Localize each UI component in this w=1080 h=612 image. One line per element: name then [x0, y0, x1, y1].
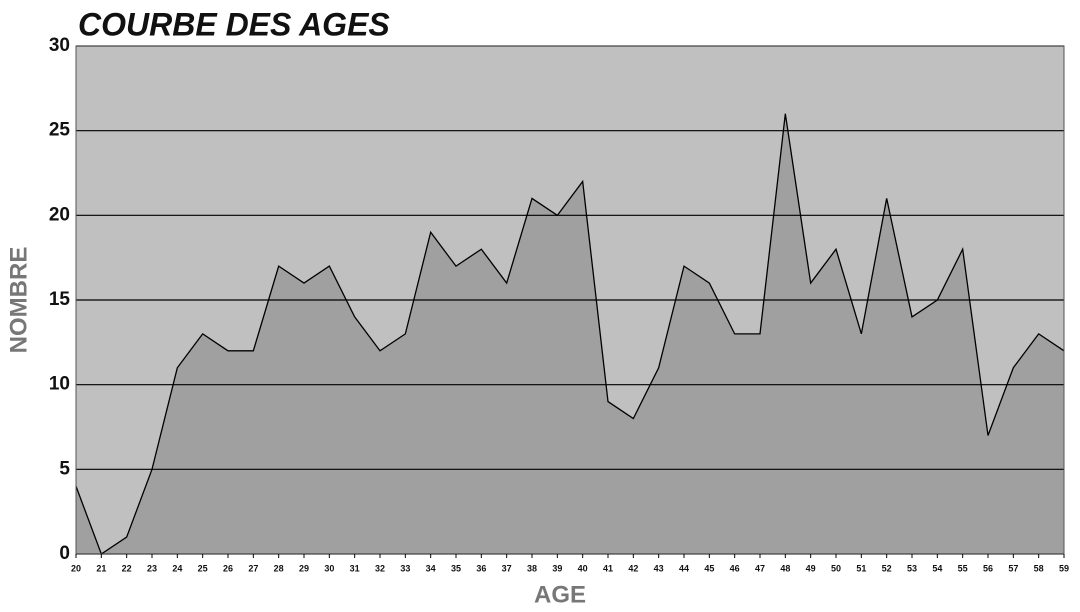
x-tick-label: 40 [578, 563, 588, 573]
x-tick-label: 38 [527, 563, 537, 573]
x-tick-label: 50 [831, 563, 841, 573]
y-tick-label: 15 [49, 289, 71, 310]
x-tick-label: 27 [248, 563, 258, 573]
chart-title: COURBE DES AGES [78, 6, 390, 42]
area-line [75, 113, 1065, 555]
x-tick-label: 35 [451, 563, 461, 573]
y-tick-label: 0 [59, 543, 70, 564]
x-tick-label: 20 [71, 563, 81, 573]
x-tick-label: 59 [1059, 563, 1069, 573]
x-tick-label: 53 [907, 563, 917, 573]
x-tick-label: 58 [1034, 563, 1044, 573]
x-tick-label: 41 [603, 563, 613, 573]
x-tick-label: 26 [223, 563, 233, 573]
x-tick-label: 22 [122, 563, 132, 573]
x-tick-label: 55 [958, 563, 968, 573]
x-tick-label: 37 [502, 563, 512, 573]
x-tick-label: 39 [552, 563, 562, 573]
x-tick-label: 42 [628, 563, 638, 573]
x-tick-label: 56 [983, 563, 993, 573]
x-tick-label: 43 [654, 563, 664, 573]
x-tick-label: 48 [780, 563, 790, 573]
x-tick-label: 57 [1008, 563, 1018, 573]
x-tick-label: 47 [755, 563, 765, 573]
x-tick-label: 54 [932, 563, 942, 573]
x-tick-label: 21 [96, 563, 106, 573]
x-tick-label: 44 [679, 563, 689, 573]
x-tick-label: 23 [147, 563, 157, 573]
x-tick-label: 30 [324, 563, 334, 573]
y-tick-label: 20 [49, 204, 70, 225]
x-tick-label: 28 [274, 563, 284, 573]
y-tick-label: 10 [49, 374, 70, 395]
x-tick-label: 34 [426, 563, 436, 573]
x-tick-label: 24 [172, 563, 182, 573]
x-tick-label: 45 [704, 563, 714, 573]
y-tick-label: 5 [59, 458, 70, 479]
y-tick-label: 30 [49, 35, 70, 56]
x-tick-label: 49 [806, 563, 816, 573]
y-axis-label: NOMBRE [5, 247, 32, 354]
x-tick-label: 36 [476, 563, 486, 573]
x-tick-label: 52 [882, 563, 892, 573]
plot-border [75, 45, 1065, 555]
x-tick-label: 29 [299, 563, 309, 573]
x-tick-label: 25 [198, 563, 208, 573]
x-tick-label: 32 [375, 563, 385, 573]
x-tick-label: 31 [350, 563, 360, 573]
x-tick-label: 51 [856, 563, 866, 573]
area [76, 113, 1064, 554]
x-tick-label: 46 [730, 563, 740, 573]
x-axis-label: AGE [534, 581, 586, 608]
x-tick-label: 33 [400, 563, 410, 573]
y-tick-label: 25 [49, 120, 71, 141]
